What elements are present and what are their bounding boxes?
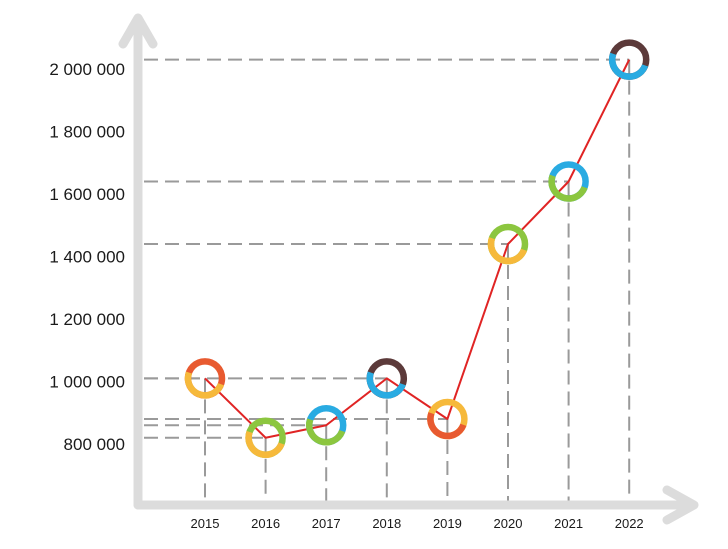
axes (118, 13, 699, 525)
marker-ring-bottom (366, 371, 406, 399)
data-point-marker (487, 223, 529, 265)
x-tick-label: 2020 (494, 516, 523, 531)
marker-ring-bottom (184, 371, 225, 399)
y-tick-label: 800 000 (64, 435, 125, 454)
data-point-marker (427, 398, 468, 440)
data-point-marker (548, 161, 589, 202)
y-tick-label: 2 000 000 (49, 60, 125, 79)
x-tick-label: 2019 (433, 516, 462, 531)
x-axis-arrow (662, 485, 699, 525)
y-axis-tick-labels: 800 000 1 000 000 1 200 000 1 400 000 1 600 … (49, 60, 125, 454)
series-line (204, 59, 631, 439)
x-tick-label: 2021 (554, 516, 583, 531)
x-tick-label: 2016 (251, 516, 280, 531)
y-tick-label: 1 600 000 (49, 185, 125, 204)
x-tick-label: 2017 (312, 516, 341, 531)
x-tick-label: 2015 (191, 516, 220, 531)
marker-ring-bottom (608, 52, 649, 80)
data-point-marker (305, 405, 347, 446)
data-point-marker (184, 358, 226, 399)
marker-ring-bottom (487, 237, 528, 265)
guide-lines (144, 58, 631, 501)
marker-ring-bottom (427, 412, 467, 440)
marker-ring-bottom (245, 430, 285, 458)
x-tick-label: 2022 (615, 516, 644, 531)
y-tick-label: 1 000 000 (49, 373, 125, 392)
y-axis-arrow (118, 13, 158, 49)
y-tick-label: 1 200 000 (49, 310, 125, 329)
data-series (204, 59, 631, 439)
marker-ring-bottom (305, 418, 346, 446)
point-markers (184, 39, 650, 458)
x-tick-label: 2018 (372, 516, 401, 531)
marker-ring-bottom (548, 174, 588, 202)
x-axis-tick-labels: 2015 2016 2017 2018 2019 2020 2021 2022 (191, 516, 644, 531)
y-tick-label: 1 400 000 (49, 248, 125, 267)
data-point-marker (366, 358, 408, 399)
data-point-marker (608, 39, 650, 80)
y-tick-label: 1 800 000 (49, 123, 125, 142)
data-point-marker (245, 417, 286, 458)
